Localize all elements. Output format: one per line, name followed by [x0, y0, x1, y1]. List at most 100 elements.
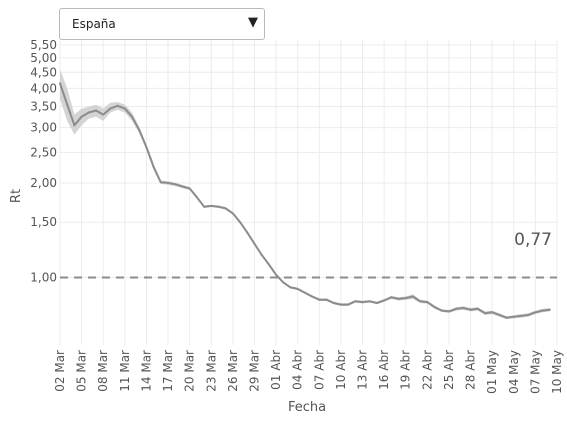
rt-point — [95, 109, 98, 112]
x-tick-label: 19 Abr — [399, 350, 413, 390]
y-tick-label: 2,50 — [30, 145, 57, 159]
rt-point — [145, 146, 148, 149]
x-tick-label: 17 Mar — [161, 350, 175, 392]
rt-point — [131, 115, 134, 118]
y-tick-label: 3,00 — [30, 121, 57, 135]
rt-point — [224, 207, 227, 210]
x-tick-label: 13 Abr — [356, 350, 370, 390]
rt-point — [419, 300, 422, 303]
x-tick-label: 11 Mar — [118, 350, 132, 392]
rt-point — [66, 103, 69, 106]
rt-point — [404, 297, 407, 300]
rt-point — [73, 124, 76, 127]
rt-point — [109, 107, 112, 110]
x-tick-label: 01 Abr — [269, 350, 283, 390]
rt-point — [59, 82, 61, 85]
y-tick-label: 4,00 — [30, 81, 57, 95]
x-tick-label: 08 Mar — [96, 350, 110, 392]
rt-point — [210, 204, 213, 207]
rt-point — [426, 301, 429, 304]
x-tick-label: 16 Abr — [377, 350, 391, 390]
rt-point — [246, 231, 249, 234]
rt-point — [123, 107, 126, 110]
rt-point — [469, 308, 472, 311]
rt-point — [332, 301, 335, 304]
x-tick-label: 10 Abr — [334, 350, 348, 390]
rt-point — [433, 306, 436, 309]
rt-point — [289, 286, 292, 289]
rt-series — [59, 82, 551, 319]
rt-point — [447, 310, 450, 313]
rt-point — [390, 296, 393, 299]
rt-point — [80, 115, 83, 118]
x-tick-label: 29 Mar — [247, 350, 261, 392]
rt-point — [347, 303, 350, 306]
y-axis: 1,00 1,50 2,00 2,50 3,00 3,50 4,00 4,505,005,50 — [30, 38, 57, 285]
y-tick-label: 5,50 — [30, 38, 57, 52]
y-tick-label: 1,50 — [30, 215, 57, 229]
rt-point — [275, 273, 278, 276]
rt-point — [368, 300, 371, 303]
x-tick-label: 23 Mar — [204, 350, 218, 392]
y-tick-label: 5,00 — [30, 51, 57, 65]
rt-point — [282, 281, 285, 284]
y-axis-title: Rt — [9, 189, 24, 203]
rt-point — [260, 253, 263, 256]
rt-point — [541, 309, 544, 312]
rt-point — [102, 113, 105, 116]
x-tick-label: 05 Mar — [75, 350, 89, 392]
x-tick-label: 04 Abr — [291, 350, 305, 390]
rt-point — [534, 311, 537, 314]
last-value-label: 0,77 — [514, 230, 552, 250]
rt-line — [59, 82, 550, 319]
y-tick-label: 2,00 — [30, 176, 57, 190]
rt-point — [462, 306, 465, 309]
rt-point — [181, 185, 184, 188]
x-tick-label: 25 Abr — [442, 350, 456, 390]
y-tick-label: 1,00 — [30, 271, 57, 285]
rt-point — [253, 242, 256, 245]
rt-point — [527, 313, 530, 316]
rt-point — [505, 316, 508, 319]
rt-point — [203, 205, 206, 208]
y-tick-label: 4,50 — [30, 65, 57, 79]
rt-point — [491, 311, 494, 314]
rt-point — [303, 291, 306, 294]
x-tick-label: 22 Abr — [420, 350, 434, 390]
rt-point — [174, 183, 177, 186]
x-axis: 02 Mar 05 Mar 08 Mar 11 Mar 14 Mar 17 Mar 20 M… — [53, 350, 564, 394]
x-tick-label: 14 Mar — [139, 350, 153, 392]
rt-point — [159, 181, 162, 184]
rt-point — [87, 111, 90, 114]
rt-point — [519, 314, 522, 317]
rt-point — [375, 301, 378, 304]
x-tick-label: 26 Mar — [226, 350, 240, 392]
rt-point — [195, 196, 198, 199]
region-select-value: España — [72, 17, 116, 31]
rt-point — [361, 301, 364, 304]
x-tick-label: 04 May — [507, 350, 521, 394]
rt-point — [411, 295, 414, 298]
y-tick-label: 3,50 — [30, 100, 57, 114]
x-tick-label: 07 Abr — [312, 350, 326, 390]
rt-point — [239, 221, 242, 224]
x-tick-label: 07 May — [528, 350, 542, 394]
rt-point — [548, 308, 551, 311]
rt-point — [217, 205, 220, 208]
x-tick-label: 20 Mar — [183, 350, 197, 392]
rt-point — [383, 299, 386, 302]
rt-point — [167, 181, 170, 184]
rt-point — [483, 312, 486, 315]
rt-point — [311, 295, 314, 298]
rt-point — [354, 300, 357, 303]
x-tick-label: 01 May — [485, 350, 499, 394]
x-axis-title: Fecha — [288, 400, 326, 415]
rt-point — [231, 212, 234, 215]
grid — [59, 40, 558, 345]
rt-point — [498, 313, 501, 316]
rt-point — [476, 307, 479, 310]
region-select[interactable]: España ▼ — [59, 8, 265, 40]
rt-point — [325, 298, 328, 301]
rt-point — [152, 165, 155, 168]
